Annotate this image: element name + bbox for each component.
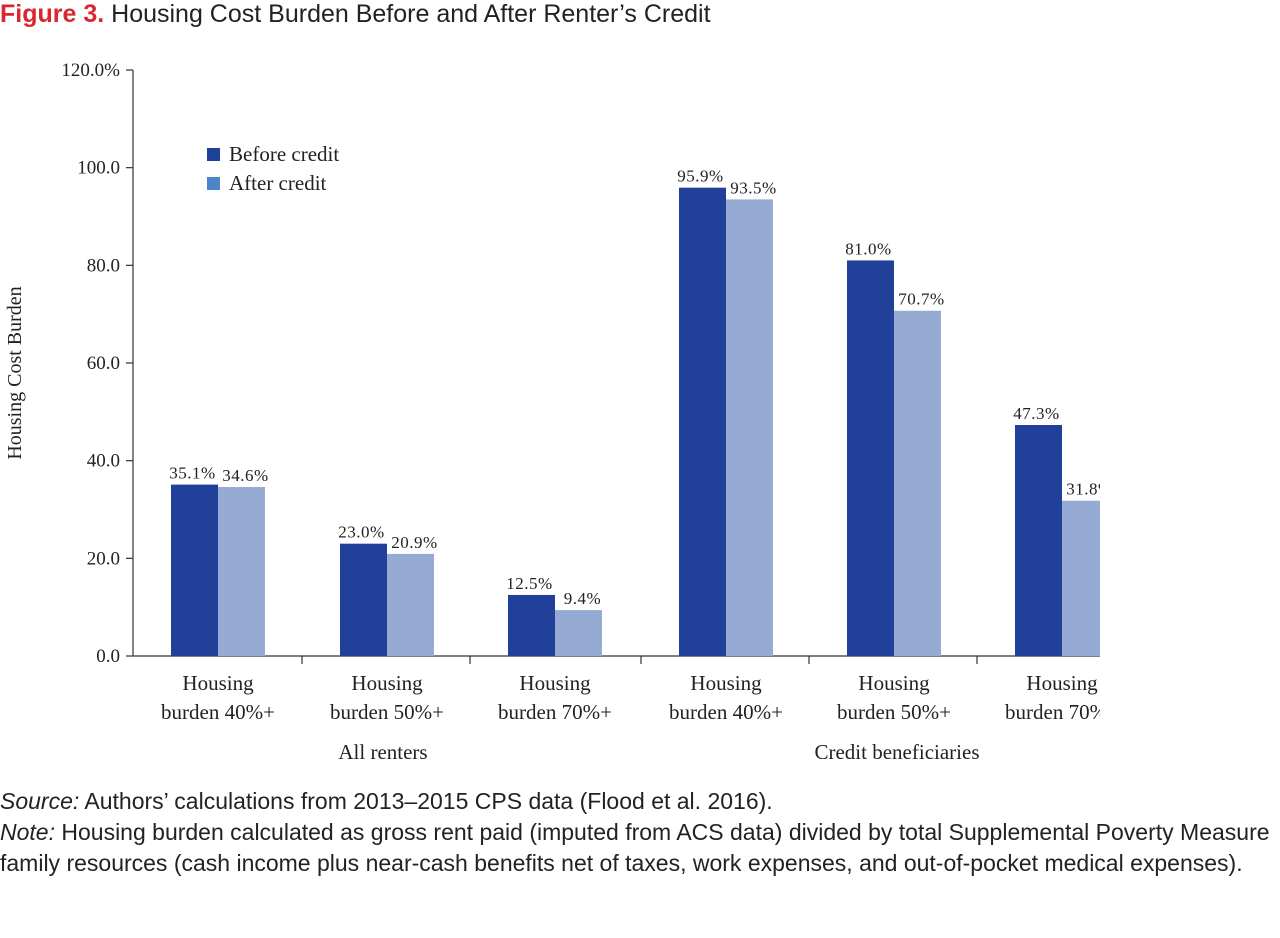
x-category-label: Housing: [351, 671, 423, 695]
x-category-label: Housing: [1026, 671, 1098, 695]
y-tick-label: 120.0%: [61, 60, 120, 81]
explanatory-note: Note: Housing burden calculated as gross…: [0, 817, 1278, 879]
bar-before: [340, 543, 387, 656]
bar-after: [726, 199, 773, 657]
bar-value-label: 47.3%: [1013, 404, 1059, 423]
legend-swatch-before: [207, 148, 220, 161]
source-label: Source:: [0, 788, 80, 814]
bar-after: [894, 310, 941, 656]
bar-before: [171, 484, 218, 656]
bar-after: [387, 553, 434, 656]
x-category-label: burden 40%+: [161, 700, 275, 724]
bar-value-label: 81.0%: [845, 239, 891, 258]
y-tick-label: 60.0: [87, 353, 120, 374]
y-tick-label: 20.0: [87, 548, 120, 569]
x-group-label: All renters: [338, 740, 427, 764]
source-note: Source: Authors’ calculations from 2013–…: [0, 786, 1278, 817]
x-category-label: burden 40%+: [669, 700, 783, 724]
y-tick-label: 100.0: [77, 158, 120, 179]
bar-value-label: 9.4%: [564, 589, 601, 608]
figure-title-text: Housing Cost Burden Before and After Ren…: [111, 0, 711, 28]
bar-value-label: 23.0%: [338, 523, 384, 542]
note-label: Note:: [0, 819, 55, 845]
y-axis-title: Housing Cost Burden: [4, 286, 26, 459]
bar-value-label: 95.9%: [677, 167, 723, 186]
bar-value-label: 20.9%: [391, 533, 437, 552]
x-category-label: Housing: [519, 671, 591, 695]
bar-before: [1015, 425, 1062, 656]
y-tick-label: 40.0: [87, 451, 120, 472]
note-text: Housing burden calculated as gross rent …: [0, 819, 1270, 876]
bar-value-label: 12.5%: [506, 574, 552, 593]
bar-value-label: 93.5%: [730, 178, 776, 197]
figure-label: Figure 3.: [0, 0, 105, 28]
figure-title: Figure 3. Housing Cost Burden Before and…: [0, 0, 711, 29]
y-tick-label: 0.0: [96, 646, 120, 667]
x-category-label: Housing: [690, 671, 762, 695]
legend-label: After credit: [229, 171, 327, 195]
legend-swatch-after: [207, 177, 220, 190]
bar-chart: 0.0 20.0 40.0 60.0 80.0 100.0 120.0% Housing Co…: [4, 60, 1119, 764]
x-category-label: burden 70%+: [498, 700, 612, 724]
x-category-label: burden 50%+: [837, 700, 951, 724]
figure-notes: Source: Authors’ calculations from 2013–…: [0, 786, 1278, 879]
x-category-label: burden 70%+: [1005, 700, 1119, 724]
bar-before: [847, 260, 894, 656]
bar-after: [218, 487, 265, 656]
x-category-label: Housing: [182, 671, 254, 695]
bar-value-label: 34.6%: [222, 466, 268, 485]
bar-value-label: 31.8%: [1066, 480, 1112, 499]
x-category-label: Housing: [858, 671, 930, 695]
source-text: Authors’ calculations from 2013–2015 CPS…: [79, 788, 773, 814]
x-group-label: Credit beneficiaries: [814, 740, 979, 764]
y-tick-label: 80.0: [87, 255, 120, 276]
bar-before: [679, 187, 726, 656]
bar-value-label: 35.1%: [169, 464, 215, 483]
bar-after: [1062, 500, 1100, 656]
bar-after: [555, 610, 602, 656]
legend-label: Before credit: [229, 142, 339, 166]
bar-before: [508, 594, 555, 656]
x-category-label: burden 50%+: [330, 700, 444, 724]
bar-value-label: 70.7%: [898, 290, 944, 309]
